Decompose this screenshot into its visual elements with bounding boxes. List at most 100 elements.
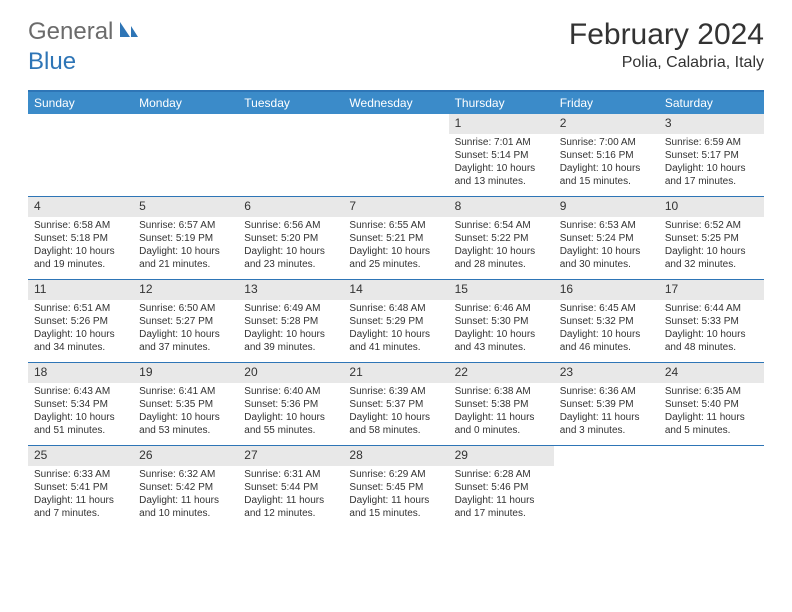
- day-details: Sunrise: 6:36 AMSunset: 5:39 PMDaylight:…: [554, 383, 659, 441]
- calendar-day: 3Sunrise: 6:59 AMSunset: 5:17 PMDaylight…: [659, 114, 764, 196]
- sunset-text: Sunset: 5:38 PM: [455, 398, 548, 411]
- sunset-text: Sunset: 5:44 PM: [244, 481, 337, 494]
- daylight-text: Daylight: 10 hours and 39 minutes.: [244, 328, 337, 354]
- sunset-text: Sunset: 5:45 PM: [349, 481, 442, 494]
- day-details: Sunrise: 6:46 AMSunset: 5:30 PMDaylight:…: [449, 300, 554, 358]
- calendar-day: 2Sunrise: 7:00 AMSunset: 5:16 PMDaylight…: [554, 114, 659, 196]
- sunset-text: Sunset: 5:26 PM: [34, 315, 127, 328]
- sunset-text: Sunset: 5:42 PM: [139, 481, 232, 494]
- day-details: Sunrise: 6:50 AMSunset: 5:27 PMDaylight:…: [133, 300, 238, 358]
- daylight-text: Daylight: 10 hours and 55 minutes.: [244, 411, 337, 437]
- logo-text-blue-wrap: Blue: [28, 48, 76, 76]
- calendar-day: [238, 114, 343, 196]
- day-details: Sunrise: 6:58 AMSunset: 5:18 PMDaylight:…: [28, 217, 133, 275]
- day-number: 28: [343, 446, 448, 466]
- day-number: 3: [659, 114, 764, 134]
- weekday-header: Tuesday: [238, 92, 343, 114]
- day-number: [238, 114, 343, 118]
- sunset-text: Sunset: 5:24 PM: [560, 232, 653, 245]
- sunrise-text: Sunrise: 6:36 AM: [560, 385, 653, 398]
- day-number: 21: [343, 363, 448, 383]
- sunset-text: Sunset: 5:35 PM: [139, 398, 232, 411]
- day-number: 15: [449, 280, 554, 300]
- sunrise-text: Sunrise: 6:39 AM: [349, 385, 442, 398]
- calendar-day: 29Sunrise: 6:28 AMSunset: 5:46 PMDayligh…: [449, 446, 554, 528]
- sunrise-text: Sunrise: 6:33 AM: [34, 468, 127, 481]
- calendar-day: 27Sunrise: 6:31 AMSunset: 5:44 PMDayligh…: [238, 446, 343, 528]
- day-number: 10: [659, 197, 764, 217]
- daylight-text: Daylight: 10 hours and 34 minutes.: [34, 328, 127, 354]
- sunrise-text: Sunrise: 6:55 AM: [349, 219, 442, 232]
- calendar-day: 9Sunrise: 6:53 AMSunset: 5:24 PMDaylight…: [554, 197, 659, 279]
- daylight-text: Daylight: 10 hours and 51 minutes.: [34, 411, 127, 437]
- day-number: 13: [238, 280, 343, 300]
- sunset-text: Sunset: 5:36 PM: [244, 398, 337, 411]
- daylight-text: Daylight: 10 hours and 13 minutes.: [455, 162, 548, 188]
- sunrise-text: Sunrise: 6:35 AM: [665, 385, 758, 398]
- sunset-text: Sunset: 5:19 PM: [139, 232, 232, 245]
- calendar-day: 19Sunrise: 6:41 AMSunset: 5:35 PMDayligh…: [133, 363, 238, 445]
- day-number: 29: [449, 446, 554, 466]
- day-details: Sunrise: 6:48 AMSunset: 5:29 PMDaylight:…: [343, 300, 448, 358]
- logo-sail-icon: [118, 19, 140, 44]
- sunset-text: Sunset: 5:33 PM: [665, 315, 758, 328]
- sunset-text: Sunset: 5:39 PM: [560, 398, 653, 411]
- day-details: Sunrise: 6:33 AMSunset: 5:41 PMDaylight:…: [28, 466, 133, 524]
- sunset-text: Sunset: 5:28 PM: [244, 315, 337, 328]
- daylight-text: Daylight: 10 hours and 41 minutes.: [349, 328, 442, 354]
- sunset-text: Sunset: 5:18 PM: [34, 232, 127, 245]
- daylight-text: Daylight: 10 hours and 17 minutes.: [665, 162, 758, 188]
- calendar: Sunday Monday Tuesday Wednesday Thursday…: [28, 90, 764, 528]
- sunset-text: Sunset: 5:22 PM: [455, 232, 548, 245]
- header: General February 2024 Polia, Calabria, I…: [0, 0, 792, 80]
- calendar-day: [343, 114, 448, 196]
- daylight-text: Daylight: 11 hours and 17 minutes.: [455, 494, 548, 520]
- weekday-header: Sunday: [28, 92, 133, 114]
- calendar-day: 10Sunrise: 6:52 AMSunset: 5:25 PMDayligh…: [659, 197, 764, 279]
- daylight-text: Daylight: 10 hours and 30 minutes.: [560, 245, 653, 271]
- day-number: 23: [554, 363, 659, 383]
- calendar-day: 24Sunrise: 6:35 AMSunset: 5:40 PMDayligh…: [659, 363, 764, 445]
- calendar-day: 5Sunrise: 6:57 AMSunset: 5:19 PMDaylight…: [133, 197, 238, 279]
- day-details: Sunrise: 6:55 AMSunset: 5:21 PMDaylight:…: [343, 217, 448, 275]
- sunrise-text: Sunrise: 6:52 AM: [665, 219, 758, 232]
- day-number: [659, 446, 764, 450]
- sunrise-text: Sunrise: 6:57 AM: [139, 219, 232, 232]
- sunrise-text: Sunrise: 6:29 AM: [349, 468, 442, 481]
- day-number: 12: [133, 280, 238, 300]
- daylight-text: Daylight: 10 hours and 48 minutes.: [665, 328, 758, 354]
- calendar-week: 11Sunrise: 6:51 AMSunset: 5:26 PMDayligh…: [28, 279, 764, 362]
- sunrise-text: Sunrise: 6:44 AM: [665, 302, 758, 315]
- day-number: 20: [238, 363, 343, 383]
- sunrise-text: Sunrise: 6:54 AM: [455, 219, 548, 232]
- weekday-header: Saturday: [659, 92, 764, 114]
- daylight-text: Daylight: 10 hours and 43 minutes.: [455, 328, 548, 354]
- sunrise-text: Sunrise: 6:45 AM: [560, 302, 653, 315]
- weekday-header: Wednesday: [343, 92, 448, 114]
- sunrise-text: Sunrise: 6:43 AM: [34, 385, 127, 398]
- sunset-text: Sunset: 5:37 PM: [349, 398, 442, 411]
- day-details: Sunrise: 6:52 AMSunset: 5:25 PMDaylight:…: [659, 217, 764, 275]
- day-number: [133, 114, 238, 118]
- daylight-text: Daylight: 10 hours and 21 minutes.: [139, 245, 232, 271]
- logo-text-blue: Blue: [28, 48, 76, 75]
- sunrise-text: Sunrise: 6:51 AM: [34, 302, 127, 315]
- day-number: 27: [238, 446, 343, 466]
- calendar-day: 4Sunrise: 6:58 AMSunset: 5:18 PMDaylight…: [28, 197, 133, 279]
- calendar-day: 20Sunrise: 6:40 AMSunset: 5:36 PMDayligh…: [238, 363, 343, 445]
- calendar-day: 28Sunrise: 6:29 AMSunset: 5:45 PMDayligh…: [343, 446, 448, 528]
- day-number: 16: [554, 280, 659, 300]
- calendar-day: 1Sunrise: 7:01 AMSunset: 5:14 PMDaylight…: [449, 114, 554, 196]
- sunrise-text: Sunrise: 6:38 AM: [455, 385, 548, 398]
- day-details: Sunrise: 6:39 AMSunset: 5:37 PMDaylight:…: [343, 383, 448, 441]
- sunrise-text: Sunrise: 6:32 AM: [139, 468, 232, 481]
- daylight-text: Daylight: 11 hours and 7 minutes.: [34, 494, 127, 520]
- sunset-text: Sunset: 5:34 PM: [34, 398, 127, 411]
- sunrise-text: Sunrise: 6:49 AM: [244, 302, 337, 315]
- calendar-day: [133, 114, 238, 196]
- day-number: 7: [343, 197, 448, 217]
- sunrise-text: Sunrise: 6:41 AM: [139, 385, 232, 398]
- calendar-day: 18Sunrise: 6:43 AMSunset: 5:34 PMDayligh…: [28, 363, 133, 445]
- weekday-header: Thursday: [449, 92, 554, 114]
- calendar-day: 11Sunrise: 6:51 AMSunset: 5:26 PMDayligh…: [28, 280, 133, 362]
